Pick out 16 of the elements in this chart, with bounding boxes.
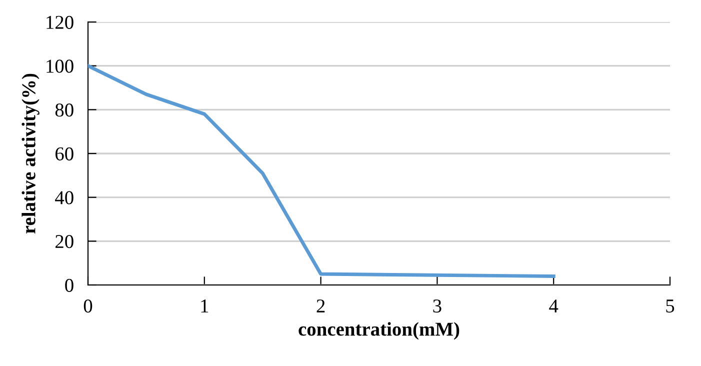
x-tick-label: 2 bbox=[316, 300, 325, 312]
x-tick-label: 0 bbox=[84, 299, 92, 313]
x-tick-label: 3 bbox=[433, 300, 442, 313]
x-axis-title: concentration(mM) bbox=[298, 322, 460, 340]
y-tick-label: 20 bbox=[56, 234, 74, 248]
y-tick-label: 100 bbox=[46, 60, 74, 73]
y-tick-label: 120 bbox=[46, 16, 74, 29]
x-tick-label: 1 bbox=[201, 300, 208, 312]
y-tick-label: 80 bbox=[55, 103, 74, 117]
y-tick-label: 40 bbox=[55, 191, 74, 204]
line-series bbox=[88, 64, 556, 278]
x-tick-label: 4 bbox=[549, 300, 558, 312]
y-axis-title: relative activity(%) bbox=[22, 74, 40, 234]
y-tick-label: 60 bbox=[56, 147, 74, 160]
x-tick-label: 5 bbox=[666, 300, 674, 313]
y-tick-label: 0 bbox=[65, 278, 74, 292]
